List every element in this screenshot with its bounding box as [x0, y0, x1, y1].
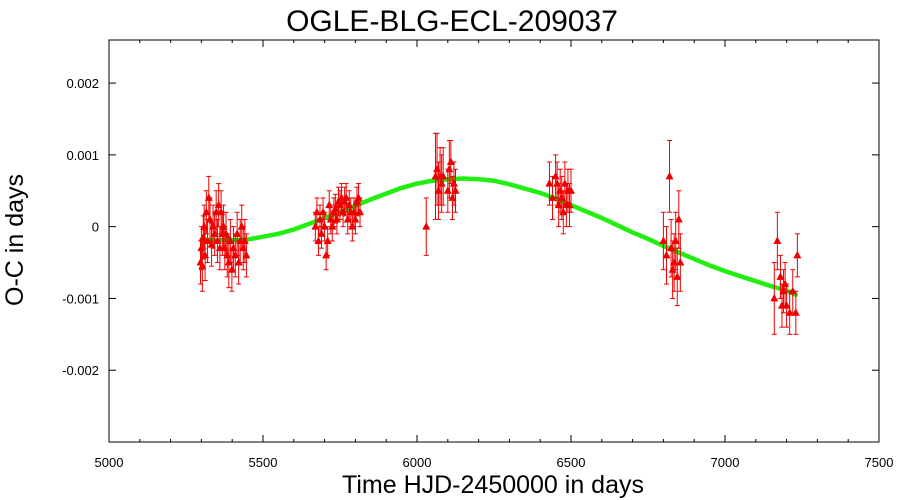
triangle-marker: [332, 214, 341, 223]
data-point: [242, 233, 251, 278]
data-point: [439, 147, 448, 206]
y-tick-label: 0.002: [66, 76, 99, 91]
triangle-marker: [422, 222, 431, 230]
triangle-marker: [234, 258, 243, 266]
data-point: [233, 211, 242, 256]
x-tick-label: 5000: [95, 455, 124, 470]
triangle-marker: [348, 222, 357, 230]
data-point: [782, 283, 791, 328]
data-point: [323, 226, 332, 256]
triangle-marker: [451, 186, 460, 194]
triangle-marker: [222, 229, 231, 237]
data-point: [659, 211, 668, 271]
triangle-marker: [328, 222, 337, 230]
triangle-marker: [785, 308, 794, 316]
triangle-marker: [203, 236, 212, 244]
triangle-marker: [773, 236, 782, 244]
triangle-marker: [782, 301, 791, 309]
triangle-marker: [665, 171, 674, 180]
triangle-marker: [343, 214, 352, 223]
triangle-marker: [323, 236, 332, 244]
triangle-marker: [770, 293, 779, 302]
x-tick-label: 7000: [711, 455, 740, 470]
triangle-marker: [311, 222, 320, 230]
triangle-marker: [671, 236, 680, 244]
triangle-marker: [210, 229, 219, 237]
chart-title: OGLE-BLG-ECL-209037: [286, 5, 618, 38]
plot-area: 5000 5500 6000 6500 7000 7500 0.002 0.001 0 -0.00…: [62, 39, 894, 470]
data-point: [791, 290, 800, 335]
triangle-marker: [676, 258, 685, 266]
data-point: [320, 211, 329, 242]
triangle-marker: [342, 193, 351, 201]
data-point: [567, 168, 575, 213]
data-point: [785, 290, 794, 335]
triangle-marker: [320, 222, 329, 230]
data-point: [422, 197, 431, 256]
data-point: [793, 233, 802, 278]
triangle-marker: [446, 157, 455, 166]
triangle-marker: [659, 236, 668, 244]
triangle-marker: [317, 229, 326, 237]
triangle-marker: [204, 193, 213, 201]
fit-curve: [199, 176, 799, 298]
data-point: [676, 233, 685, 292]
triangle-marker: [354, 193, 363, 201]
data-point: [665, 140, 674, 213]
x-tick-label: 6500: [557, 455, 586, 470]
triangle-marker: [233, 229, 242, 237]
triangle-marker: [559, 207, 568, 216]
triangle-marker: [793, 250, 802, 259]
triangle-marker: [312, 207, 321, 216]
x-tick-label: 5500: [249, 455, 278, 470]
data-point: [773, 211, 782, 271]
triangle-marker: [322, 250, 331, 259]
data-point: [545, 161, 554, 206]
triangle-marker: [200, 222, 209, 230]
triangle-marker: [781, 279, 790, 288]
y-tick-label: -0.002: [62, 363, 99, 378]
data-point: [356, 197, 365, 228]
triangle-marker: [791, 308, 800, 316]
triangle-marker: [227, 265, 236, 273]
triangle-marker: [567, 186, 575, 194]
data-point: [662, 226, 671, 285]
data-point: [548, 175, 557, 220]
triangle-marker: [314, 236, 323, 244]
triangle-marker: [439, 171, 448, 180]
triangle-marker: [776, 272, 785, 280]
triangle-marker: [226, 236, 235, 244]
triangle-marker: [551, 171, 560, 180]
x-tick-label: 6000: [403, 455, 432, 470]
y-axis-label: O-C in days: [1, 174, 29, 306]
plot-frame: [108, 39, 880, 443]
triangle-marker: [351, 214, 360, 223]
triangle-marker: [231, 250, 240, 259]
y-tick-label: 0: [92, 220, 99, 235]
triangle-marker: [224, 258, 233, 266]
y-tick-label: 0.001: [66, 148, 99, 163]
triangle-marker: [548, 193, 557, 201]
y-tick-label: -0.001: [62, 291, 99, 306]
triangle-marker: [356, 207, 365, 216]
triangle-marker: [242, 250, 251, 259]
triangle-marker: [662, 250, 671, 259]
triangle-marker: [674, 214, 683, 223]
triangle-marker: [445, 164, 454, 173]
x-tick-label: 7500: [865, 455, 894, 470]
data-point: [317, 218, 326, 249]
x-axis-label: Time HJD-2450000 in days: [342, 471, 644, 499]
data-point: [770, 262, 779, 335]
triangle-marker: [788, 286, 797, 295]
triangle-marker: [206, 214, 215, 223]
triangle-marker: [673, 272, 682, 280]
triangle-marker: [325, 200, 334, 209]
triangle-marker: [198, 261, 207, 270]
triangle-marker: [443, 186, 452, 194]
triangle-marker: [545, 179, 554, 187]
data-point: [451, 168, 460, 213]
